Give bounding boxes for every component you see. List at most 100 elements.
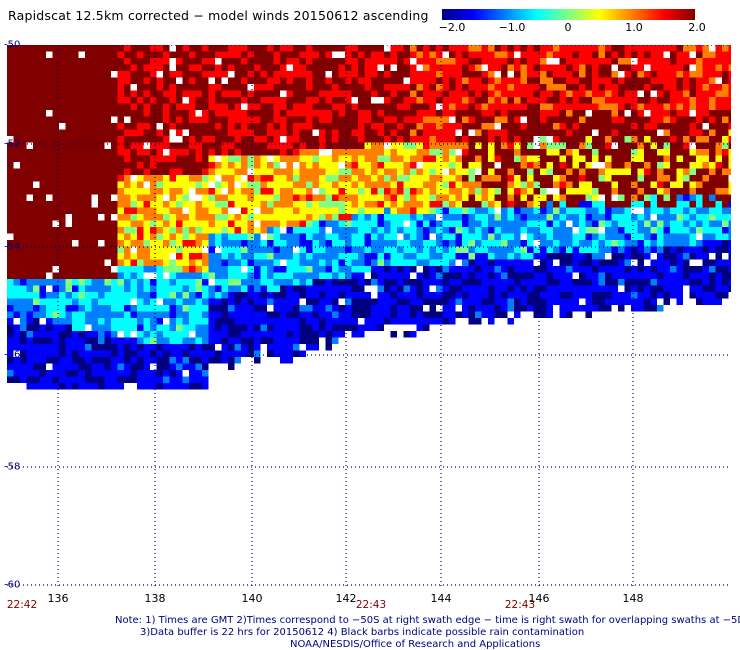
wind-cell [351, 155, 358, 162]
wind-cell [481, 84, 488, 91]
wind-cell [189, 363, 196, 370]
wind-cell [715, 142, 722, 149]
wind-cell [254, 298, 261, 305]
wind-cell [592, 142, 599, 149]
wind-cell [598, 233, 605, 240]
wind-cell [585, 298, 592, 305]
wind-cell [104, 51, 111, 58]
wind-cell [254, 129, 261, 136]
wind-cell [124, 149, 131, 156]
wind-cell [670, 266, 677, 273]
wind-cell [215, 162, 222, 169]
wind-cell [247, 51, 254, 58]
wind-cell [514, 272, 521, 279]
wind-cell [202, 123, 209, 130]
wind-cell [20, 311, 27, 318]
wind-cell [722, 149, 729, 156]
wind-cell [234, 110, 241, 117]
wind-cell [338, 77, 345, 84]
wind-cell [722, 97, 729, 104]
wind-cell [117, 305, 124, 312]
wind-cell [501, 266, 508, 273]
wind-cell [507, 129, 514, 136]
wind-cell [176, 45, 183, 52]
wind-cell [663, 175, 670, 182]
wind-cell [338, 305, 345, 312]
wind-cell [384, 214, 391, 221]
wind-cell [39, 58, 46, 65]
wind-cell [280, 64, 287, 71]
wind-cell [371, 311, 378, 318]
wind-cell [117, 279, 124, 286]
wind-cell [624, 259, 631, 266]
wind-cell [312, 266, 319, 273]
wind-cell [306, 45, 313, 52]
wind-cell [286, 240, 293, 247]
wind-cell [215, 149, 222, 156]
wind-cell [260, 123, 267, 130]
wind-cell [410, 45, 417, 52]
wind-cell [7, 181, 14, 188]
wind-cell [7, 285, 14, 292]
wind-cell [293, 240, 300, 247]
wind-cell [657, 201, 664, 208]
wind-cell [260, 103, 267, 110]
wind-cell [345, 318, 352, 325]
wind-cell [65, 318, 72, 325]
wind-cell [91, 207, 98, 214]
wind-cell [65, 227, 72, 234]
wind-cell [618, 97, 625, 104]
wind-cell [631, 90, 638, 97]
wind-cell [312, 285, 319, 292]
wind-cell [728, 110, 731, 117]
wind-cell [52, 136, 59, 143]
wind-cell [273, 142, 280, 149]
wind-cell [377, 51, 384, 58]
wind-cell [345, 279, 352, 286]
wind-cell [709, 64, 716, 71]
wind-cell [137, 116, 144, 123]
wind-cell [572, 266, 579, 273]
wind-cell [449, 64, 456, 71]
wind-cell [247, 253, 254, 260]
wind-cell [78, 227, 85, 234]
wind-cell [585, 116, 592, 123]
wind-cell [59, 71, 66, 78]
wind-cell [572, 58, 579, 65]
wind-cell [143, 350, 150, 357]
wind-cell [46, 168, 53, 175]
wind-cell [91, 110, 98, 117]
wind-cell [338, 311, 345, 318]
wind-cell [436, 45, 443, 52]
wind-cell [358, 266, 365, 273]
wind-cell [267, 246, 274, 253]
wind-cell [234, 259, 241, 266]
wind-cell [605, 77, 612, 84]
wind-cell [332, 266, 339, 273]
wind-cell [33, 201, 40, 208]
wind-cell [176, 318, 183, 325]
wind-cell [650, 194, 657, 201]
wind-cell [390, 285, 397, 292]
wind-cell [137, 181, 144, 188]
wind-cell [377, 253, 384, 260]
wind-cell [273, 201, 280, 208]
wind-cell [533, 253, 540, 260]
wind-cell [208, 305, 215, 312]
wind-cell [273, 279, 280, 286]
wind-cell [130, 344, 137, 351]
wind-cell [241, 331, 248, 338]
colorbar [442, 9, 695, 20]
wind-cell [78, 188, 85, 195]
wind-cell [455, 188, 462, 195]
wind-cell [709, 175, 716, 182]
wind-cell [46, 175, 53, 182]
wind-cell [598, 240, 605, 247]
wind-cell [702, 64, 709, 71]
wind-cell [442, 45, 449, 52]
wind-cell [585, 272, 592, 279]
wind-cell [39, 97, 46, 104]
wind-cell [462, 142, 469, 149]
wind-cell [579, 253, 586, 260]
wind-cell [26, 123, 33, 130]
